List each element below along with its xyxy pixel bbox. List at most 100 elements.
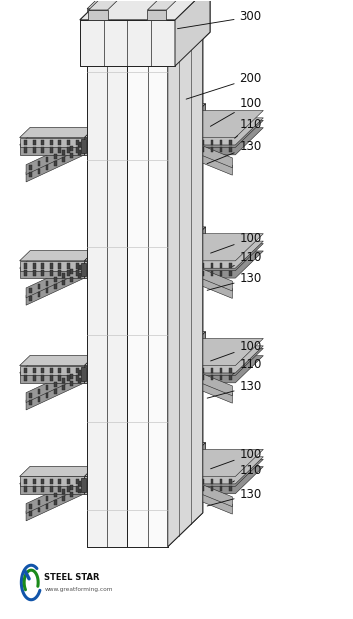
Polygon shape — [32, 263, 36, 269]
Polygon shape — [170, 118, 263, 145]
Polygon shape — [26, 261, 84, 298]
Polygon shape — [62, 385, 65, 390]
Polygon shape — [229, 479, 232, 484]
Polygon shape — [20, 373, 84, 383]
Polygon shape — [41, 478, 44, 484]
Polygon shape — [169, 139, 174, 153]
Polygon shape — [89, 0, 120, 10]
Polygon shape — [54, 161, 56, 166]
Polygon shape — [84, 477, 170, 494]
Polygon shape — [70, 154, 73, 158]
Polygon shape — [20, 466, 95, 477]
Polygon shape — [84, 227, 205, 261]
Polygon shape — [59, 368, 61, 373]
Polygon shape — [67, 368, 70, 373]
Polygon shape — [170, 339, 263, 366]
Polygon shape — [20, 258, 95, 268]
Polygon shape — [24, 271, 27, 276]
Polygon shape — [202, 376, 204, 380]
Polygon shape — [59, 375, 61, 381]
Polygon shape — [67, 375, 70, 381]
Polygon shape — [80, 0, 210, 20]
Polygon shape — [67, 271, 70, 276]
Polygon shape — [59, 263, 61, 269]
Polygon shape — [174, 271, 177, 275]
Polygon shape — [29, 288, 32, 293]
Polygon shape — [211, 147, 214, 152]
Polygon shape — [59, 271, 61, 276]
Polygon shape — [220, 263, 222, 268]
Polygon shape — [211, 263, 214, 268]
Text: 100: 100 — [211, 448, 262, 469]
Polygon shape — [78, 488, 81, 493]
Polygon shape — [37, 161, 40, 166]
Polygon shape — [37, 285, 40, 289]
Polygon shape — [67, 486, 70, 491]
Polygon shape — [174, 368, 177, 373]
Polygon shape — [24, 368, 27, 373]
Polygon shape — [170, 128, 263, 155]
Polygon shape — [220, 376, 222, 380]
Polygon shape — [67, 140, 70, 145]
Polygon shape — [192, 487, 195, 491]
Polygon shape — [32, 140, 36, 145]
Polygon shape — [220, 479, 222, 484]
Polygon shape — [192, 376, 195, 380]
Polygon shape — [202, 368, 204, 373]
Polygon shape — [174, 265, 232, 298]
Polygon shape — [32, 368, 36, 373]
Polygon shape — [84, 443, 205, 477]
Polygon shape — [170, 332, 205, 383]
Polygon shape — [229, 147, 232, 152]
Polygon shape — [220, 140, 222, 145]
Polygon shape — [87, 9, 111, 20]
Text: 130: 130 — [207, 380, 262, 398]
Polygon shape — [87, 66, 127, 547]
Polygon shape — [67, 263, 70, 269]
Polygon shape — [24, 147, 27, 153]
Polygon shape — [168, 32, 203, 547]
Polygon shape — [76, 271, 79, 276]
Polygon shape — [84, 137, 170, 155]
Polygon shape — [202, 479, 204, 484]
Polygon shape — [26, 145, 84, 182]
Polygon shape — [62, 280, 65, 285]
Polygon shape — [174, 258, 232, 291]
Polygon shape — [32, 271, 36, 276]
Polygon shape — [220, 368, 222, 373]
Polygon shape — [174, 487, 177, 491]
Polygon shape — [76, 147, 79, 153]
Polygon shape — [184, 479, 186, 484]
Polygon shape — [76, 486, 79, 491]
Text: 200: 200 — [186, 72, 262, 99]
Polygon shape — [37, 508, 40, 513]
Polygon shape — [170, 243, 263, 271]
Polygon shape — [80, 0, 210, 20]
Polygon shape — [46, 288, 48, 293]
Polygon shape — [24, 486, 27, 491]
Polygon shape — [220, 487, 222, 491]
Polygon shape — [184, 147, 186, 152]
Polygon shape — [29, 172, 32, 177]
Polygon shape — [29, 504, 32, 509]
Text: 110: 110 — [233, 358, 262, 374]
Polygon shape — [62, 157, 65, 162]
Polygon shape — [26, 366, 84, 402]
Polygon shape — [54, 493, 56, 498]
Polygon shape — [50, 375, 53, 381]
Polygon shape — [202, 271, 204, 275]
Polygon shape — [174, 134, 232, 168]
Polygon shape — [20, 261, 84, 271]
Polygon shape — [229, 368, 232, 373]
Polygon shape — [175, 0, 210, 66]
Polygon shape — [50, 147, 53, 153]
Polygon shape — [76, 140, 79, 145]
Polygon shape — [24, 375, 27, 381]
Polygon shape — [26, 477, 84, 514]
Polygon shape — [174, 147, 177, 152]
Polygon shape — [29, 165, 32, 170]
Polygon shape — [20, 474, 95, 484]
Polygon shape — [220, 147, 222, 152]
Polygon shape — [81, 262, 86, 276]
Polygon shape — [70, 485, 73, 490]
